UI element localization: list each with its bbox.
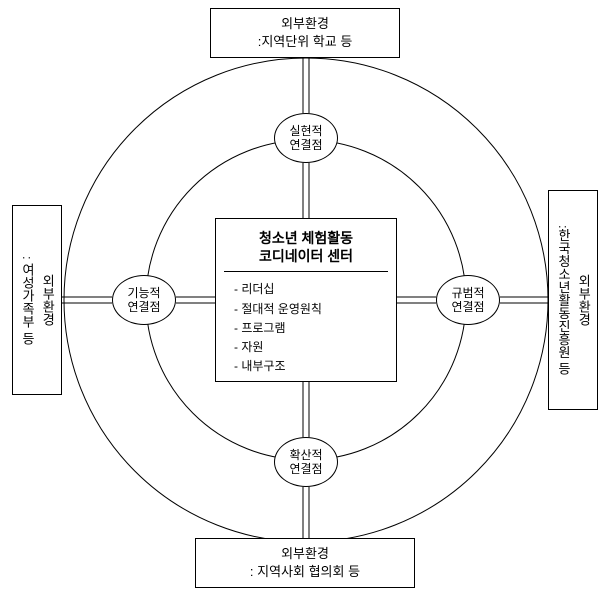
list-item: 프로그램 [234,319,388,338]
env-title: 외부환경 [281,545,329,563]
list-item: 리더십 [234,280,388,299]
env-title: 외부환경 [281,15,329,33]
env-title: 외부환경 [38,274,56,326]
env-box-bottom: 외부환경 : 지역사회 협의회 등 [195,538,415,588]
env-box-right: 외부환경 :한국청소년활동진흥원 등 [548,190,598,410]
list-item: 절대적 운영원칙 [234,300,388,319]
node-line1: 실현적 [289,124,322,138]
node-left: 기능적 연결점 [112,275,176,325]
center-title-line1: 청소년 체험활동 [259,230,353,246]
env-subtitle: :지역단위 학교 등 [258,33,353,51]
center-title-line2: 코디네이터 센터 [259,248,353,264]
node-line2: 연결점 [451,300,484,314]
env-box-left: 외부환경 : 여성가족부 등 [12,205,62,395]
node-bottom: 확산적 연결점 [274,437,338,487]
node-top: 실현적 연결점 [274,113,338,163]
env-subtitle: : 지역사회 협의회 등 [250,563,360,581]
node-line2: 연결점 [289,462,322,476]
env-subtitle: : 여성가족부 등 [18,256,36,345]
node-line2: 연결점 [127,300,160,314]
center-title: 청소년 체험활동 코디네이터 센터 [224,229,388,272]
list-item: 내부구조 [234,357,388,376]
node-line1: 기능적 [127,286,160,300]
center-list: 리더십 절대적 운영원칙 프로그램 자원 내부구조 [224,280,388,376]
list-item: 자원 [234,338,388,357]
env-box-top: 외부환경 :지역단위 학교 등 [210,8,400,58]
diagram-container: 외부환경 :지역단위 학교 등 외부환경 : 지역사회 협의회 등 외부환경 :… [0,0,612,599]
env-subtitle: :한국청소년활동진흥원 등 [554,225,572,375]
node-line2: 연결점 [289,138,322,152]
node-right: 규범적 연결점 [436,275,500,325]
center-box: 청소년 체험활동 코디네이터 센터 리더십 절대적 운영원칙 프로그램 자원 내… [215,218,397,382]
env-title: 외부환경 [574,274,592,326]
node-line1: 확산적 [289,448,322,462]
node-line1: 규범적 [451,286,484,300]
